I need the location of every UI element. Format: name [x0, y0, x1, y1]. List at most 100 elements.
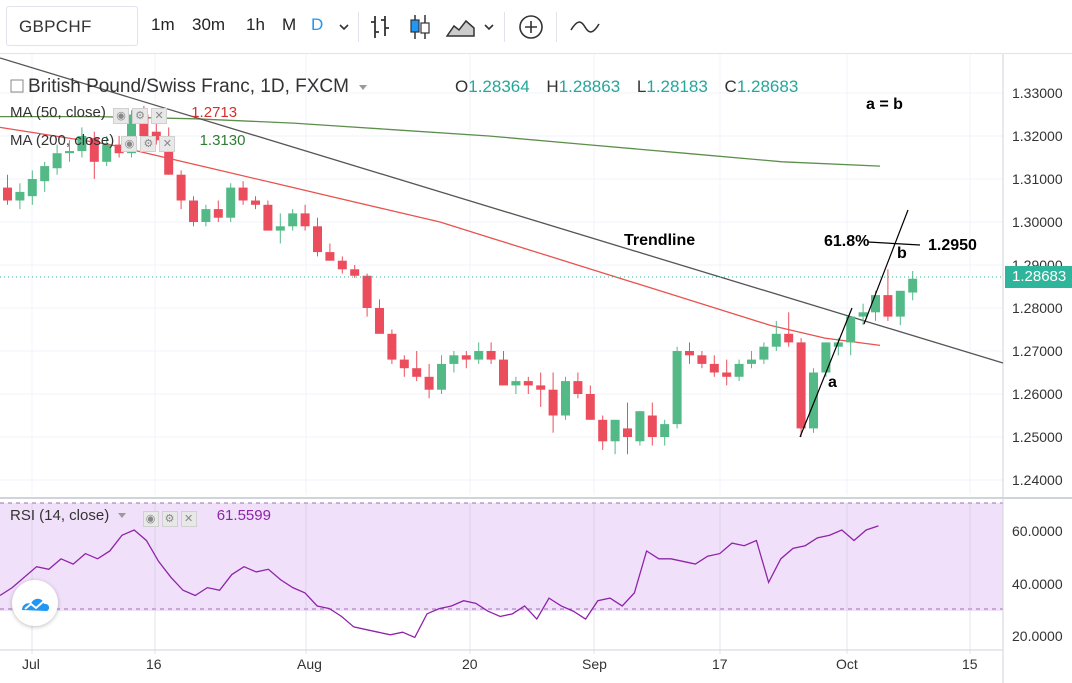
- chevron-down-icon[interactable]: [117, 512, 127, 520]
- target-annotation: 1.2950: [928, 237, 977, 254]
- chevron-down-icon[interactable]: [482, 20, 496, 34]
- price-tick: 1.26000: [1012, 386, 1063, 402]
- ma50-legend[interactable]: MA (50, close) ◉ ⚙ ✕ 1.2713: [10, 104, 237, 124]
- eye-icon[interactable]: ◉: [142, 511, 159, 527]
- close-label: C: [724, 77, 737, 96]
- interval-D-button[interactable]: D: [311, 15, 324, 34]
- price-tick: 1.25000: [1012, 429, 1063, 445]
- candles-icon[interactable]: [408, 14, 432, 40]
- gear-icon[interactable]: ⚙: [161, 511, 178, 527]
- candle-down: [139, 114, 149, 136]
- rsi-tick: 40.0000: [1012, 576, 1063, 592]
- candle-down: [3, 187, 12, 201]
- candle-up: [275, 226, 285, 231]
- eye-icon[interactable]: ◉: [121, 136, 138, 152]
- chevron-down-icon[interactable]: [337, 20, 351, 34]
- candle-down: [709, 363, 719, 373]
- eye-icon[interactable]: ◉: [113, 108, 130, 124]
- area-chart-icon[interactable]: [446, 16, 476, 38]
- toolbar-divider: [358, 12, 359, 42]
- a-equals-b-annotation: a = b: [866, 96, 903, 113]
- low-value: 1.28183: [646, 77, 708, 96]
- candle-down: [362, 275, 372, 308]
- gear-icon[interactable]: ⚙: [140, 136, 157, 152]
- candle-up: [846, 316, 856, 343]
- candle-up: [437, 363, 446, 390]
- candle-up: [40, 166, 50, 182]
- price-tick: 1.33000: [1012, 85, 1063, 101]
- close-icon[interactable]: ✕: [151, 108, 168, 124]
- interval-1m-button[interactable]: 1m: [151, 15, 175, 34]
- candle-down: [883, 295, 893, 317]
- candle-down: [461, 355, 471, 360]
- candle-up: [52, 153, 62, 169]
- fib-annotation: 61.8%: [824, 233, 870, 250]
- interval-M-button[interactable]: M: [282, 15, 297, 34]
- symbol-label: GBPCHF: [19, 17, 92, 36]
- candle-down: [213, 209, 223, 218]
- price-tick: 1.30000: [1012, 214, 1063, 230]
- line-tool-icon[interactable]: [569, 18, 601, 36]
- close-icon[interactable]: ✕: [159, 136, 176, 152]
- candle-down: [375, 308, 384, 334]
- candle-up: [449, 355, 459, 364]
- candle-up: [747, 359, 756, 364]
- symbol-search-box[interactable]: GBPCHF: [6, 6, 138, 46]
- candle-up: [201, 209, 211, 222]
- candle-down: [263, 204, 273, 231]
- candle-up: [895, 290, 905, 317]
- tradingview-logo[interactable]: [12, 580, 58, 626]
- cloud-logo-icon: [22, 598, 50, 611]
- price-chart[interactable]: [0, 54, 1072, 683]
- candle-down: [412, 368, 422, 377]
- time-tick: 16: [146, 656, 162, 672]
- interval-1h-button[interactable]: 1h: [246, 15, 265, 34]
- candle-down: [300, 213, 310, 227]
- last-price-tag: 1.28683: [1005, 266, 1072, 288]
- ma50-value: 1.2713: [191, 104, 238, 121]
- candle-up: [734, 363, 744, 377]
- bar-chart-icon[interactable]: [369, 14, 393, 40]
- interval-30m-button[interactable]: 30m: [192, 15, 226, 34]
- candle-down: [536, 385, 546, 390]
- price-tick: 1.32000: [1012, 128, 1063, 144]
- close-icon[interactable]: ✕: [180, 511, 197, 527]
- candle-up: [474, 351, 484, 360]
- price-tick: 1.28000: [1012, 300, 1063, 316]
- candle-up: [759, 346, 769, 360]
- rsi-line: [0, 525, 879, 639]
- candle-up: [908, 278, 918, 293]
- trendline-annotation: Trendline: [624, 232, 696, 249]
- candle-up: [127, 114, 136, 154]
- ma200-legend[interactable]: MA (200, close) ◉ ⚙ ✕ 1.3130: [10, 132, 245, 152]
- gear-icon[interactable]: ⚙: [132, 108, 149, 124]
- add-indicator-icon[interactable]: [518, 14, 544, 40]
- rsi-legend[interactable]: RSI (14, close) ◉ ⚙ ✕ 61.5599: [10, 507, 271, 527]
- candle-down: [499, 359, 508, 386]
- chart-title-text: British Pound/Swiss Franc, 1D, FXCM: [28, 76, 349, 97]
- candle-up: [871, 295, 880, 313]
- rsi-label: RSI (14, close): [10, 507, 110, 524]
- candle-down: [151, 131, 161, 141]
- chevron-down-icon[interactable]: [358, 84, 368, 92]
- candle-down: [697, 355, 707, 364]
- ohlc-values: O1.28364 H1.28863 L1.28183 C1.28683: [455, 77, 798, 97]
- time-tick: 17: [712, 656, 728, 672]
- candle-down: [251, 200, 260, 205]
- candle-down: [176, 174, 186, 201]
- rsi-tick: 20.0000: [1012, 628, 1063, 644]
- candle-down: [585, 394, 595, 420]
- candle-down: [647, 415, 657, 437]
- collapse-icon[interactable]: [10, 79, 24, 93]
- candle-down: [685, 351, 694, 356]
- candle-up: [809, 372, 818, 429]
- ma200-value: 1.3130: [199, 132, 246, 149]
- candle-down: [573, 381, 583, 394]
- candle-down: [722, 372, 732, 377]
- candle-up: [672, 351, 682, 425]
- candle-down: [424, 376, 434, 390]
- rsi-value: 61.5599: [216, 507, 271, 524]
- candle-up: [833, 342, 843, 347]
- low-label: L: [636, 77, 647, 96]
- candle-down: [325, 252, 335, 261]
